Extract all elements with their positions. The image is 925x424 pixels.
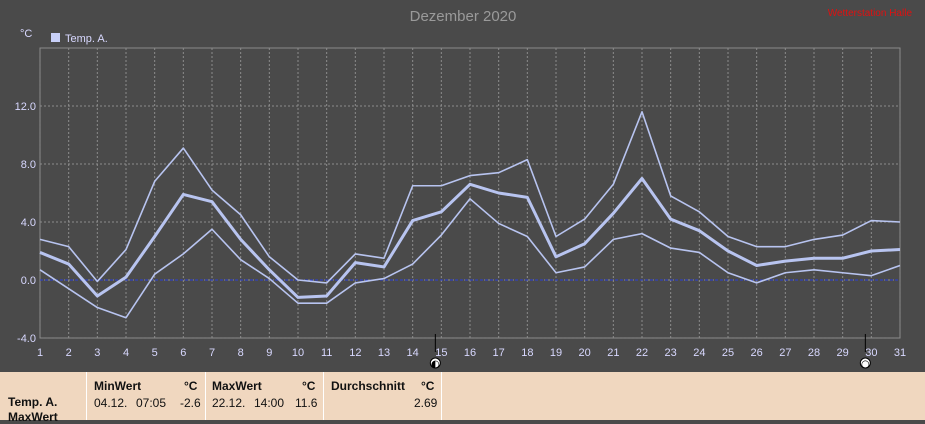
temperature-chart: Dezember 2020 Wetterstation Halle °C Tem… <box>14 8 913 370</box>
moon-phase-glyph: ○ <box>861 359 870 370</box>
x-tick-label: 28 <box>808 347 820 359</box>
x-tick-label: 14 <box>407 347 419 359</box>
x-tick-label: 12 <box>349 347 361 359</box>
stats-series-label: Temp. A. <box>8 395 58 409</box>
watermark-text: Wetterstation Halle <box>828 8 913 19</box>
min-header: MinWert <box>94 379 142 393</box>
x-tick-label: 29 <box>837 347 849 359</box>
series-line-avg <box>39 177 901 299</box>
avg-value: 2.69 <box>414 396 438 410</box>
x-tick-label: 23 <box>665 347 677 359</box>
max-date: 22.12. <box>212 396 246 410</box>
x-tick-label: 25 <box>722 347 734 359</box>
x-tick-label: 5 <box>152 347 158 359</box>
statistics-panel: Temp. A. MaxWert MinWert °C 04.12. 07:05… <box>0 372 925 424</box>
x-tick-label: 20 <box>579 347 591 359</box>
min-value: -2.6 <box>180 396 201 410</box>
x-tick-label: 11 <box>321 347 332 359</box>
x-tick-label: 16 <box>464 347 476 359</box>
x-tick-label: 24 <box>693 347 705 359</box>
x-tick-label: 15 <box>435 347 447 359</box>
x-tick-label: 31 <box>894 347 906 359</box>
stats-row2-label: MaxWert <box>8 410 58 424</box>
x-tick-label: 3 <box>94 347 100 359</box>
series-line-min <box>39 198 901 319</box>
y-tick-label: 8.0 <box>21 159 36 171</box>
x-tick-label: 27 <box>779 347 791 359</box>
y-tick-label: 12.0 <box>15 101 36 113</box>
moon-phase-icon <box>859 357 871 369</box>
x-tick-label: 2 <box>66 347 72 359</box>
moon-phase-glyph: ◐ <box>431 359 440 370</box>
y-tick-label: -4.0 <box>17 333 36 345</box>
y-axis-unit: °C <box>20 28 32 40</box>
x-tick-label: 9 <box>266 347 272 359</box>
x-tick-label: 17 <box>493 347 505 359</box>
x-tick-label: 7 <box>209 347 215 359</box>
x-tick-label: 10 <box>292 347 304 359</box>
max-header: MaxWert <box>212 379 262 393</box>
series-lines <box>39 111 901 319</box>
legend-swatch <box>51 33 60 42</box>
min-unit: °C <box>184 379 198 393</box>
x-tick-label: 21 <box>607 347 619 359</box>
max-unit: °C <box>302 379 316 393</box>
avg-unit: °C <box>421 379 435 393</box>
x-tick-label: 18 <box>521 347 533 359</box>
x-tick-label: 22 <box>636 347 648 359</box>
min-time: 07:05 <box>136 396 167 410</box>
moon-markers: ◐ ○ <box>429 334 871 370</box>
max-time: 14:00 <box>254 396 285 410</box>
x-tick-label: 1 <box>37 347 43 359</box>
moon-phase-icon <box>429 357 441 369</box>
x-tick-label: 26 <box>751 347 763 359</box>
max-value: 11.6 <box>295 396 318 410</box>
y-tick-labels: 12.0 8.0 4.0 0.0 -4.0 <box>15 101 36 345</box>
x-tick-label: 30 <box>865 347 877 359</box>
series-line-max <box>39 111 901 284</box>
chart-title: Dezember 2020 <box>410 8 517 25</box>
x-tick-label: 19 <box>550 347 562 359</box>
x-tick-labels: 1 2 3 4 5 6 7 8 9 10 11 12 13 14 15 16 17 18 19 20 21 22 23 24 2… <box>37 347 906 359</box>
x-tick-label: 13 <box>378 347 390 359</box>
y-tick-label: 4.0 <box>21 217 36 229</box>
x-tick-label: 6 <box>180 347 186 359</box>
min-date: 04.12. <box>94 396 128 410</box>
x-tick-label: 8 <box>238 347 244 359</box>
y-tick-label: 0.0 <box>21 275 36 287</box>
x-tick-label: 4 <box>123 347 129 359</box>
avg-header: Durchschnitt <box>331 379 406 393</box>
legend-label: Temp. A. <box>65 33 108 45</box>
